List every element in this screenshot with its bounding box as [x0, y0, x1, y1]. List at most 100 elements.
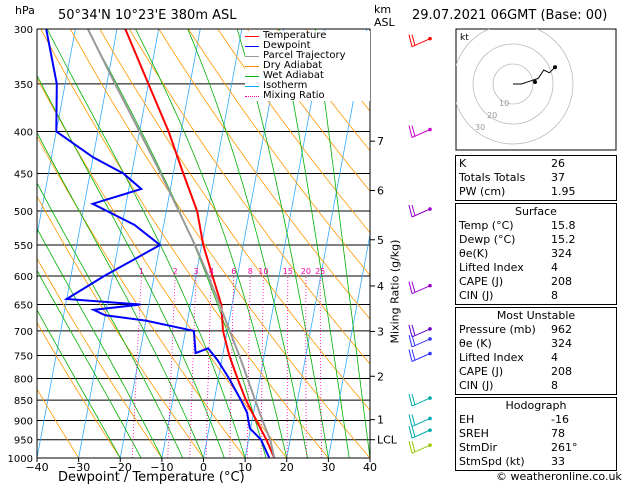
legend-item: Mixing Ratio	[245, 91, 370, 101]
wet-adiabat-line	[314, 29, 370, 458]
wind-barb-flag	[411, 324, 416, 337]
wet-adiabat-line	[236, 29, 329, 458]
location-title: 50°34'N 10°23'E 380m ASL	[58, 8, 237, 23]
pressure-tick-label: 800	[14, 374, 33, 385]
legend-swatch	[245, 85, 259, 87]
km-tick-label: 5	[377, 234, 384, 247]
x-tick-label: 0	[200, 461, 207, 474]
x-tick-label: −10	[150, 461, 173, 474]
table-row: Totals Totals 37	[459, 171, 613, 185]
wind-barb-dot	[428, 416, 432, 421]
row-value: 15.2	[551, 233, 576, 246]
dry-adiabat-line	[69, 29, 370, 458]
x-tick-label: 30	[321, 461, 335, 474]
table-title: Surface	[515, 205, 557, 218]
wet-adiabat-line	[46, 29, 246, 458]
x-tick-label: −20	[109, 461, 132, 474]
hodograph-ring-label: 10	[499, 99, 509, 108]
table-row: EH -16	[459, 413, 613, 427]
parcel-trajectory-profile-line	[87, 29, 276, 458]
hodograph-frame	[455, 28, 617, 151]
row-value: 8	[551, 379, 558, 392]
isotherm-line	[161, 29, 243, 458]
dry-adiabat-line	[99, 29, 370, 411]
row-label: EH	[459, 413, 475, 426]
row-value: 208	[551, 275, 572, 288]
chart-legend: Temperature Dewpoint Parcel Trajectory Dry …	[245, 31, 370, 101]
row-label: Lifted Index	[459, 351, 524, 364]
x-tick-label: 40	[363, 461, 377, 474]
hodograph-ring-label: 30	[475, 123, 485, 132]
wind-barb-flag	[411, 426, 416, 438]
legend-label: Dry Adiabat	[263, 60, 323, 71]
hodograph-trace	[513, 66, 556, 85]
mixing-ratio-tick-label: 25	[315, 267, 325, 276]
pressure-tick-label: 900	[14, 416, 33, 427]
wind-barb-flag	[411, 393, 416, 406]
km-tick-label: 3	[377, 325, 384, 338]
row-label: PW (cm)	[459, 185, 506, 198]
hodograph-ring	[472, 43, 554, 125]
wind-barb-flag	[411, 34, 416, 46]
most-unstable-table: Most Unstable Pressure (mb) 962 θe (K) 324 Li…	[455, 307, 617, 395]
mixing-ratio-line	[229, 275, 235, 458]
row-value: 324	[551, 337, 572, 350]
mixing-ratio-line	[305, 276, 307, 458]
row-value: 4	[551, 261, 558, 274]
legend-item: Parcel Trajectory	[245, 51, 370, 61]
legend-swatch	[245, 35, 259, 37]
wet-adiabat-line	[135, 29, 288, 458]
wind-barb-dot	[428, 127, 432, 132]
table-row: CAPE (J) 208	[459, 275, 613, 289]
wind-barb-flag	[408, 414, 413, 427]
dry-adiabat-line	[187, 29, 370, 276]
pressure-tick-label: 700	[14, 327, 33, 338]
km-tick-label: 6	[377, 184, 384, 197]
hodograph-end-dot	[553, 65, 557, 70]
mixing-ratio-tick-label: 1	[139, 267, 144, 276]
legend-label: Mixing Ratio	[263, 90, 325, 101]
row-label: CIN (J)	[459, 289, 494, 302]
km-tick-label: 7	[377, 135, 384, 148]
km-unit-label: km	[374, 3, 392, 16]
dry-adiabat-line	[37, 388, 79, 458]
row-value: 962	[551, 323, 572, 336]
pressure-tick-label: 950	[14, 436, 33, 447]
mixing-ratio-axis-label: Mixing Ratio (g/kg)	[388, 239, 402, 344]
wind-barb-flag	[411, 441, 416, 453]
hodograph-unit-label: kt	[460, 33, 469, 43]
wind-barb-flag	[411, 204, 416, 217]
mixing-ratio-tick-label: 6	[231, 267, 236, 276]
table-row: Dewp (°C) 15.2	[459, 233, 613, 247]
mixing-ratio-line	[189, 275, 197, 458]
wind-barb-flag	[408, 34, 413, 47]
legend-item: Dewpoint	[245, 41, 370, 51]
row-label: StmDir	[459, 441, 498, 454]
hodograph-ring	[456, 29, 574, 145]
footer-credit: © weatheronline.co.uk	[496, 470, 622, 483]
mixing-ratio-tick-label: 8	[248, 267, 253, 276]
wind-barb-dot	[428, 443, 432, 447]
table-row: SREH 78	[459, 427, 613, 441]
table-row: PW (cm) 1.95	[459, 185, 613, 199]
table-row: CIN (J) 8	[459, 289, 613, 303]
wind-barb-flag	[408, 349, 413, 362]
wet-adiabat-line	[37, 309, 121, 458]
x-tick-label: −40	[25, 461, 48, 474]
row-label: StmSpd (kt)	[459, 455, 525, 468]
row-value: 15.8	[551, 219, 576, 232]
km-tick-label: LCL	[377, 434, 398, 447]
hpa-unit-label: hPa	[15, 4, 35, 17]
mixing-ratio-tick-label: 3	[193, 267, 198, 276]
wind-barb-dot	[428, 207, 432, 211]
mixing-ratio-tick-label: 20	[301, 267, 311, 276]
wind-barb-dot	[428, 337, 432, 341]
pressure-tick-label: 1000	[8, 454, 33, 465]
mixing-ratio-line	[205, 275, 212, 458]
table-row: CIN (J) 8	[459, 379, 613, 393]
row-label: Totals Totals	[459, 171, 526, 184]
row-label: Lifted Index	[459, 261, 524, 274]
table-row: Pressure (mb) 962	[459, 323, 613, 337]
table-row: Lifted Index 4	[459, 261, 613, 275]
legend-label: Wet Adiabat	[263, 70, 324, 81]
